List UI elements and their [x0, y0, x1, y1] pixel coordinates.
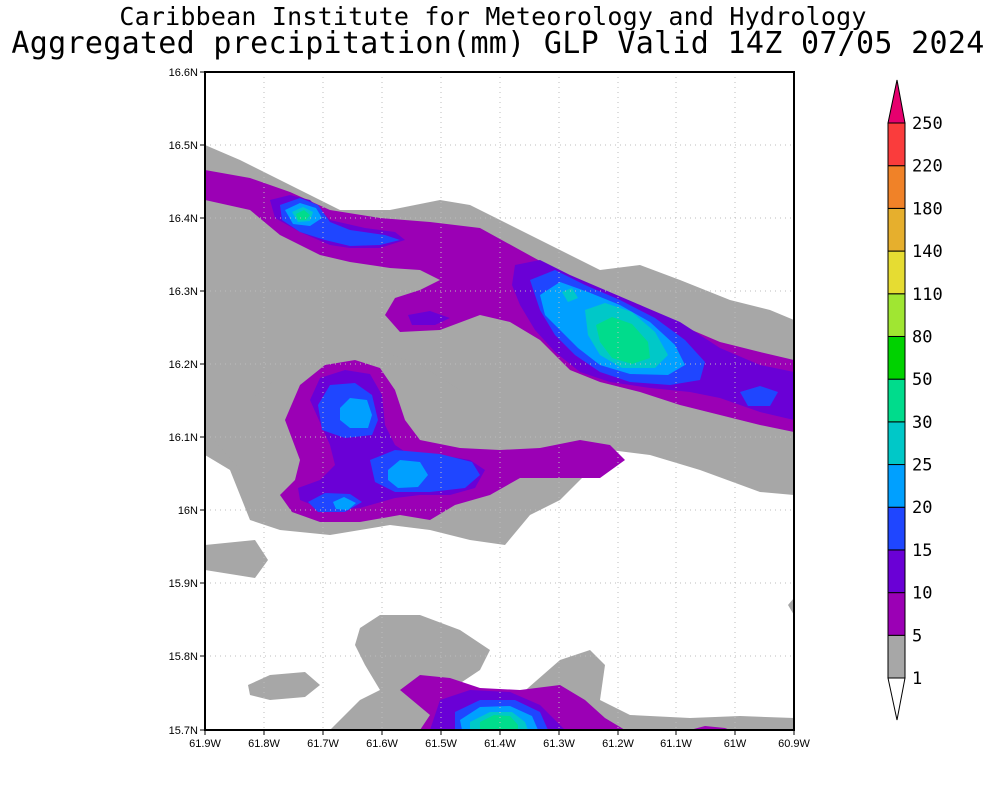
latitude-labels: 16.6N 16.5N 16.4N 16.3N 16.2N 16.1N 16N …: [169, 67, 198, 737]
colorbar-label: 10: [912, 584, 932, 604]
contour-level-30: [296, 210, 650, 730]
lat-label: 16.2N: [169, 359, 198, 371]
colorbar-band: [887, 464, 906, 508]
lat-label: 16.4N: [169, 213, 198, 225]
lat-label: 16.5N: [169, 140, 198, 152]
lat-label: 16.6N: [169, 67, 198, 79]
colorbar-band: [887, 207, 906, 252]
colorbar-label: 20: [912, 498, 932, 518]
colorbar-label: 15: [912, 541, 932, 561]
colorbar-label: 25: [912, 456, 932, 476]
colorbar-label: 140: [912, 242, 943, 262]
lon-label: 61.2W: [602, 738, 634, 750]
lon-label: 61.9W: [189, 738, 221, 750]
colorbar-label: 180: [912, 199, 943, 219]
colorbar-band: [887, 506, 906, 551]
lon-label: 61.6W: [366, 738, 398, 750]
colorbar-label: 30: [912, 413, 932, 433]
colorbar-band: [887, 165, 906, 209]
longitude-labels: 61.9W 61.8W 61.7W 61.6W 61.5W 61.4W 61.3…: [189, 738, 810, 750]
map-title-institute: Caribbean Institute for Meteorology and …: [119, 2, 867, 31]
colorbar-label: 50: [912, 370, 932, 390]
colorbar-band: [887, 293, 906, 337]
lat-label: 15.7N: [169, 725, 198, 737]
colorbar-band: [887, 250, 906, 295]
colorbar-label: 110: [912, 285, 943, 305]
precip-contours: [205, 145, 794, 730]
lon-label: 61.7W: [307, 738, 339, 750]
lon-label: 61.4W: [484, 738, 516, 750]
lat-label: 16.3N: [169, 286, 198, 298]
lat-label: 15.9N: [169, 578, 198, 590]
colorbar-band: [887, 549, 906, 594]
lat-label: 15.8N: [169, 651, 198, 663]
lon-label: 60.9W: [778, 738, 810, 750]
colorbar-label: 220: [912, 157, 943, 177]
colorbar-band: [887, 378, 906, 423]
colorbar-band: [887, 421, 906, 466]
colorbar-label: 80: [912, 327, 932, 347]
colorbar-label: 250: [912, 114, 943, 134]
colorbar-label: 5: [912, 626, 922, 646]
colorbar-top-arrow: [887, 79, 906, 124]
map-title-product: Aggregated precipitation(mm) GLP Valid 1…: [11, 26, 985, 61]
lon-label: 61W: [724, 738, 747, 750]
lon-label: 61.5W: [425, 738, 457, 750]
map-gridlines: [205, 72, 794, 730]
axis-ticks: [200, 71, 795, 735]
colorbar-bottom-arrow: [887, 677, 906, 721]
lon-label: 61.3W: [543, 738, 575, 750]
colorbar-band: [887, 634, 906, 679]
lon-label: 61.1W: [660, 738, 692, 750]
colorbar-band: [887, 335, 906, 380]
colorbar-band: [887, 592, 906, 636]
colorbar-label: 1: [912, 669, 922, 689]
lat-label: 16.1N: [169, 432, 198, 444]
lat-label: 16N: [178, 505, 198, 517]
colorbar-band: [887, 122, 906, 167]
lon-label: 61.8W: [248, 738, 280, 750]
